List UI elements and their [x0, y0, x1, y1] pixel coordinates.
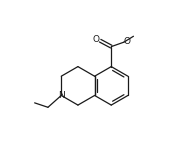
Text: N: N: [58, 91, 65, 100]
Text: O: O: [93, 36, 99, 44]
Text: O: O: [123, 37, 130, 46]
